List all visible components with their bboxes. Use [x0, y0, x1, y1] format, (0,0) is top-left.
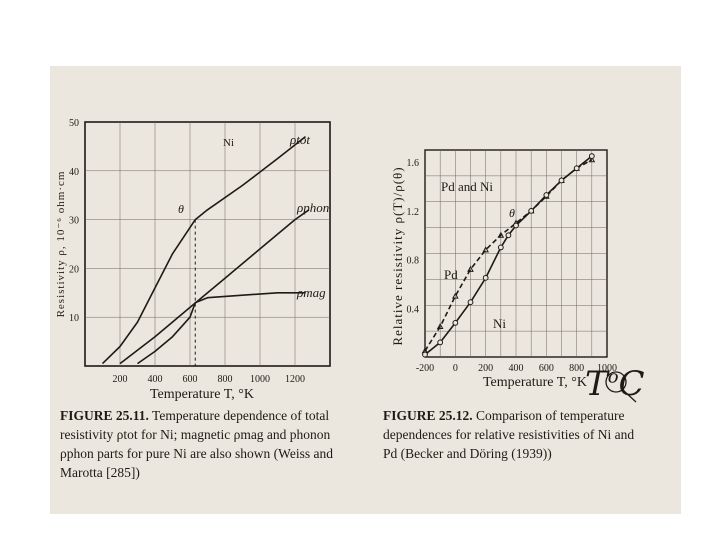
right-data-point	[588, 156, 596, 163]
left-x-tick-label: 1000	[250, 374, 270, 385]
right-data-point	[505, 232, 512, 239]
right-data-point	[573, 165, 580, 172]
figure-25-11: 200 400 600 800 1000 1200 50 40 30 20 10 Resistivi…	[50, 66, 370, 406]
left-series-line	[101, 135, 306, 365]
left-grid	[85, 122, 330, 366]
right-data-point	[588, 153, 595, 159]
caption-text-25-11: Temperature dependence of total resistiv…	[60, 408, 333, 480]
right-label-theta: θ	[509, 206, 515, 220]
caption-label-25-11: FIGURE 25.11.	[60, 408, 149, 423]
caption-figure-25-12: FIGURE 25.12. Comparison of temperature …	[383, 406, 643, 463]
left-label-rho-tot: ρtot	[289, 132, 310, 147]
right-data-point	[467, 265, 474, 272]
right-x-tick-label: 0	[453, 363, 458, 374]
left-x-axis-label: Temperature T, °K	[150, 387, 254, 402]
right-data-point	[513, 222, 519, 229]
figure-25-12: -200 0 200 400 600 800 1000 1.6 1.2 0.8 0.4 Relati…	[380, 66, 680, 406]
handwritten-circle-mark	[605, 371, 627, 393]
left-x-tick-label: 800	[218, 374, 233, 385]
left-label-ni: Ni	[223, 137, 234, 149]
right-y-tick-label: 0.8	[407, 256, 420, 267]
right-data-point	[452, 320, 459, 326]
left-curves	[101, 135, 310, 365]
handwritten-note-base: T	[585, 364, 608, 404]
left-plot-frame	[84, 121, 331, 367]
left-y-tick-label: 10	[69, 313, 79, 324]
left-x-tick-label: 400	[148, 374, 163, 385]
caption-figure-25-11: FIGURE 25.11. Temperature dependence of …	[60, 406, 360, 482]
right-data-point	[482, 246, 490, 253]
left-x-tick-label: 200	[113, 374, 128, 385]
right-data-point	[528, 207, 535, 214]
right-x-tick-label: 200	[478, 363, 493, 374]
right-label-title: Pd and Ni	[441, 179, 493, 194]
right-x-tick-label: 600	[539, 363, 554, 374]
handwritten-note-suffix: C	[618, 364, 645, 404]
left-x-tick-label: 1200	[285, 374, 305, 385]
left-series-line	[137, 292, 306, 365]
scanned-page: 200 400 600 800 1000 1200 50 40 30 20 10 Resistivi…	[50, 66, 681, 514]
left-x-tick-label: 600	[183, 374, 198, 385]
right-curves	[421, 153, 596, 358]
handwritten-note: ToC	[585, 364, 645, 404]
right-data-point	[543, 192, 550, 198]
left-y-tick-label: 20	[69, 264, 79, 275]
right-data-point	[497, 244, 504, 251]
figure-25-11-chart: 200 400 600 800 1000 1200 50 40 30 20 10 Resistivi…	[55, 118, 331, 402]
left-label-theta: θ	[178, 202, 184, 216]
left-y-tick-label: 40	[69, 167, 79, 178]
left-series-line	[119, 209, 310, 365]
caption-text-25-12: Comparison of temperature dependences fo…	[383, 408, 635, 461]
figure-25-12-chart: -200 0 200 400 600 800 1000 1.6 1.2 0.8 0.4 Relati…	[390, 149, 637, 403]
left-tick-labels: 200 400 600 800 1000 1200 50 40 30 20 10	[69, 118, 305, 385]
right-tick-labels: -200 0 200 400 600 800 1000 1.6 1.2 0.8 0.4	[407, 158, 618, 374]
right-y-axis-label: Relative resistivity ρ(T)/ρ(θ)	[390, 166, 405, 345]
right-x-tick-label: 1000	[597, 363, 617, 374]
left-label-rho-phon: ρphon	[296, 200, 329, 215]
left-y-tick-label: 50	[69, 118, 79, 129]
right-x-axis-label: Temperature T, °K	[483, 375, 587, 390]
right-y-tick-label: 0.4	[407, 304, 420, 315]
handwritten-circle-tail	[622, 389, 637, 403]
left-y-axis-label: Resistivity ρ, 10⁻⁶ ohm·cm	[55, 171, 67, 318]
left-label-rho-mag: ρmag	[296, 285, 326, 300]
right-x-tick-label: 400	[509, 363, 524, 374]
right-data-point	[436, 323, 444, 330]
right-y-tick-label: 1.2	[407, 207, 420, 218]
right-label-pd: Pd	[444, 267, 458, 282]
right-x-tick-label: 800	[569, 363, 584, 374]
right-data-point	[422, 351, 428, 358]
left-y-tick-label: 30	[69, 216, 79, 227]
right-y-tick-label: 1.6	[407, 158, 420, 169]
caption-label-25-12: FIGURE 25.12.	[383, 408, 473, 423]
right-data-point	[497, 231, 505, 238]
right-data-point	[558, 177, 565, 184]
right-data-point	[482, 274, 489, 281]
right-data-point	[451, 292, 459, 299]
handwritten-note-sup: o	[607, 366, 619, 388]
right-label-ni: Ni	[493, 316, 506, 331]
right-data-point	[467, 299, 474, 306]
right-x-tick-label: -200	[416, 363, 434, 374]
right-data-point	[437, 339, 444, 346]
